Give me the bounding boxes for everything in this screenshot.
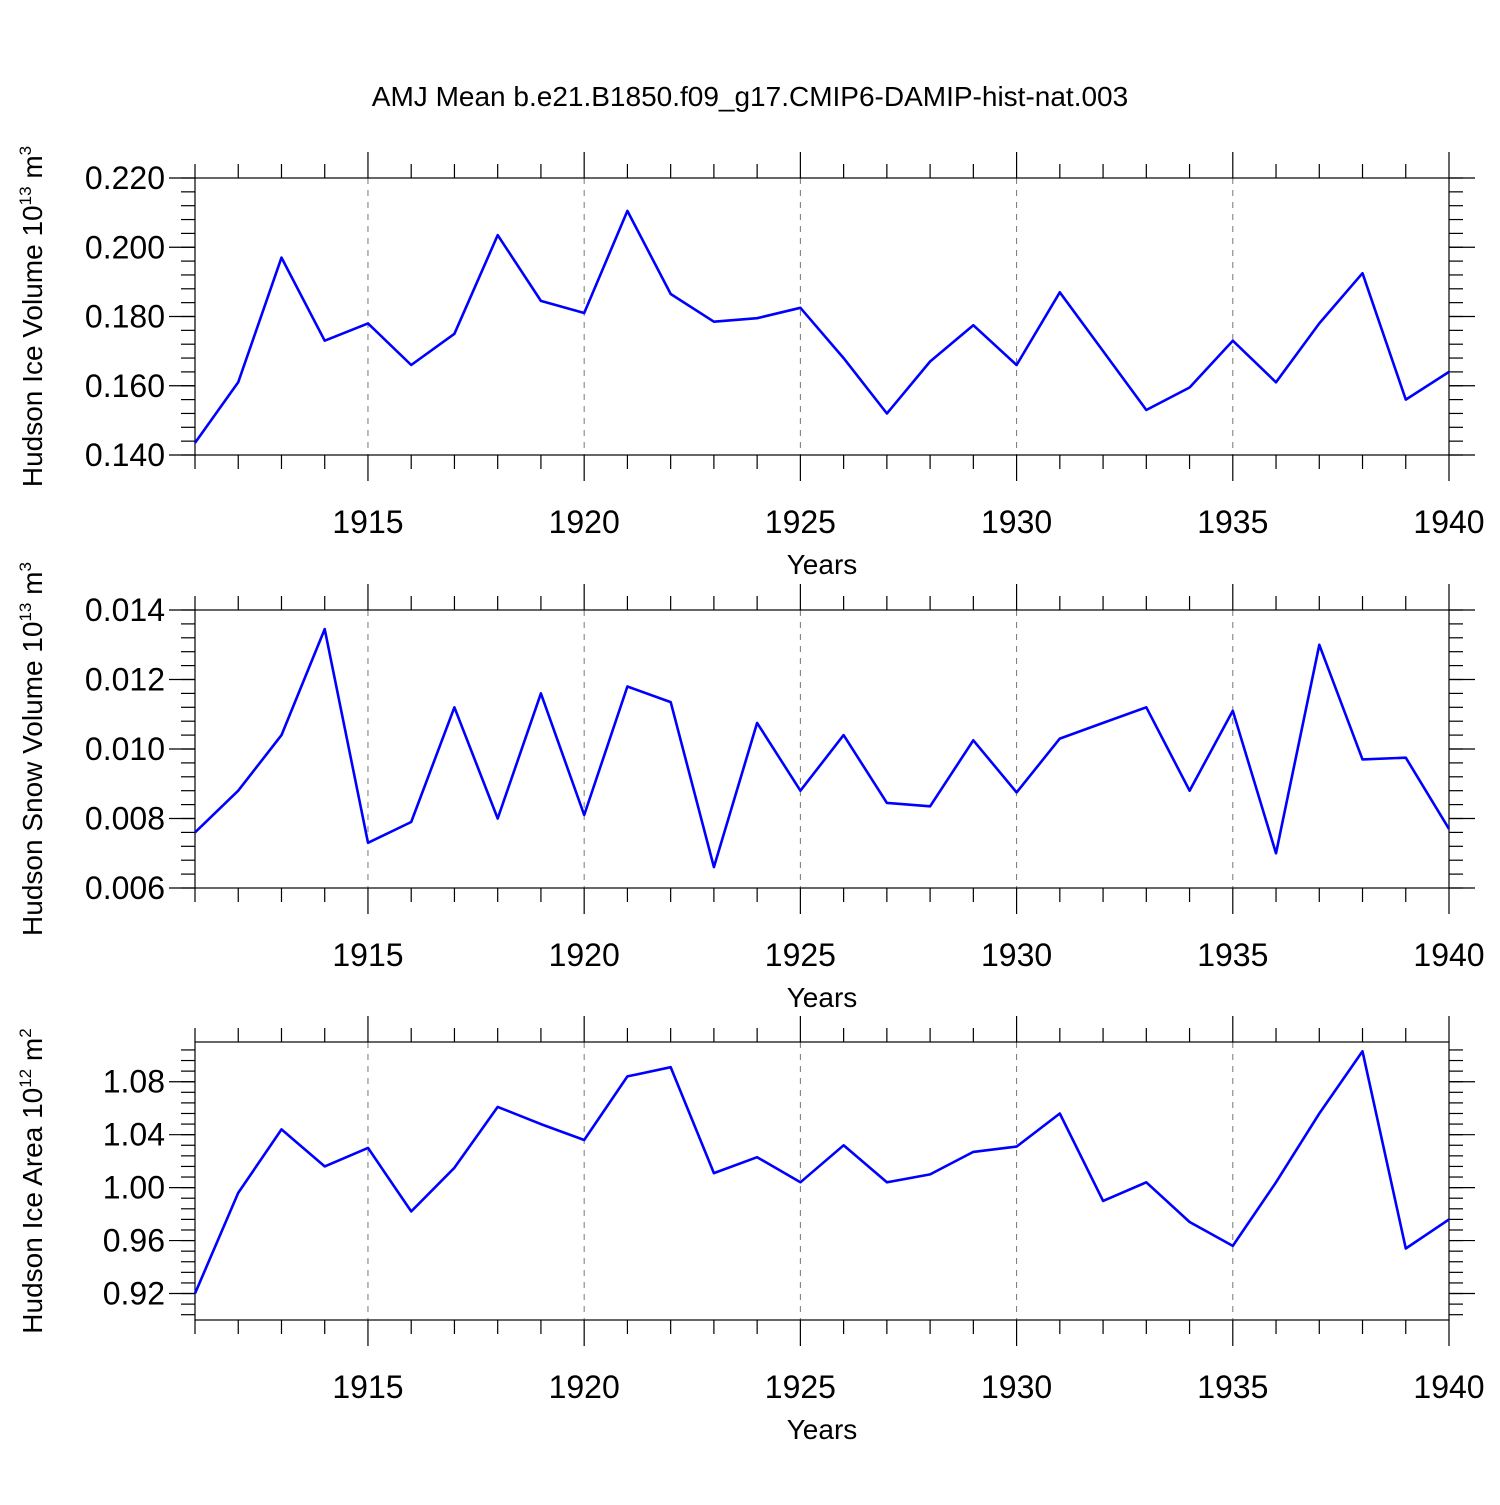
y-axis-title-sup1: 13 [16,186,35,205]
x-axis-title: Years [787,1414,858,1445]
y-tick-label: 0.200 [85,229,165,265]
x-axis-title: Years [787,549,858,580]
y-tick-label: 0.006 [85,870,165,906]
y-axis-title-mid: m [17,572,48,603]
x-tick-label: 1940 [1413,937,1484,973]
y-tick-label: 1.00 [103,1170,165,1206]
y-tick-label: 1.08 [103,1064,165,1100]
panel-snow-volume: 0.006 0.008 0.010 0.012 0.014 1915 1920 1925 193… [16,562,1485,1013]
y-axis-title-main: Hudson Snow Volume 10 [17,622,48,936]
y-tick-label: 0.012 [85,662,165,698]
x-tick-label: 1935 [1197,1369,1268,1405]
panel-ice-area: 0.92 0.96 1.00 1.04 1.08 1915 1920 1925 1930 1935… [16,1016,1485,1445]
y-axis-title-mid: m [17,1038,48,1069]
series-line-ice-area [193,1050,1450,1295]
x-axis-title: Years [787,982,858,1013]
y-tick-label: 0.96 [103,1223,165,1259]
y-axis-title-sup2: 3 [16,146,35,155]
panel-ice-volume: 0.140 0.160 0.180 0.200 0.220 1915 1920 1925 193… [16,146,1485,580]
x-tick-label: 1925 [765,1369,836,1405]
y-axis-title-main: Hudson Ice Area 10 [17,1088,48,1334]
plot-frame [194,177,1450,456]
x-tick-label: 1925 [765,504,836,540]
y-tick-label: 0.010 [85,731,165,767]
y-tick-label: 0.140 [85,437,165,473]
chart-title: AMJ Mean b.e21.B1850.f09_g17.CMIP6-DAMIP… [372,81,1128,112]
panels: 0.140 0.160 0.180 0.200 0.220 1915 1920 1925 193… [16,146,1485,1445]
x-tick-label: 1920 [549,937,620,973]
x-tick-label: 1940 [1413,504,1484,540]
x-tick-label: 1915 [332,1369,403,1405]
x-tick-label: 1930 [981,504,1052,540]
y-axis-title: Hudson Ice Volume 1013 m3 [16,146,48,487]
y-axis-title-sup2: 2 [16,1028,35,1037]
x-tick-label: 1940 [1413,1369,1484,1405]
y-tick-label: 0.014 [85,592,165,628]
y-axis-title: Hudson Ice Area 1012 m2 [16,1028,48,1333]
y-axis-title-main: Hudson Ice Volume 10 [17,205,48,487]
series-line-snow-volume [194,627,1451,869]
x-tick-label: 1935 [1197,937,1268,973]
y-axis-title-sup2: 3 [16,562,35,571]
y-tick-label: 0.220 [85,160,165,196]
plot-frame [194,609,1450,889]
x-tick-label: 1935 [1197,504,1268,540]
y-tick-label: 0.008 [85,801,165,837]
x-tick-label: 1920 [549,504,620,540]
y-tick-label: 0.180 [85,299,165,335]
y-axis-title-mid: m [17,155,48,186]
y-tick-label: 0.160 [85,368,165,404]
y-axis-title-sup1: 12 [16,1069,35,1088]
x-tick-label: 1930 [981,937,1052,973]
y-tick-label: 1.04 [103,1117,165,1153]
plot-frame [194,1041,1450,1321]
x-tick-label: 1930 [981,1369,1052,1405]
y-axis-title: Hudson Snow Volume 1013 m3 [16,562,48,936]
y-tick-label: 0.92 [103,1276,165,1312]
x-tick-label: 1915 [332,937,403,973]
x-tick-label: 1915 [332,504,403,540]
series-line-ice-volume [193,209,1450,444]
y-axis-title-sup1: 13 [16,603,35,622]
x-tick-label: 1920 [549,1369,620,1405]
x-tick-label: 1925 [765,937,836,973]
